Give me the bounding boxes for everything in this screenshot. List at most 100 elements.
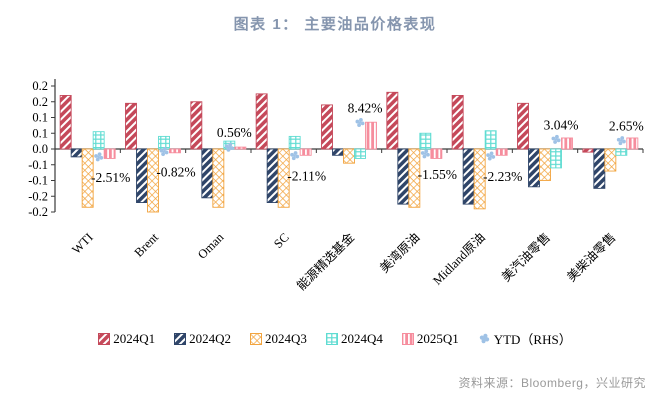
y-axis-tick-label: -0.1 [28,174,48,188]
x-axis-category-label: 能源精选基金 [293,229,357,293]
bar-2025Q1-美柴油零售 [626,137,639,150]
ytd-data-label: -1.55% [418,167,457,182]
legend-key-diag-stripe-icon [174,332,187,345]
bar-2024Q3-WTI [81,148,94,208]
x-axis-category-label: SC [271,230,292,251]
legend-key-vert-stripe-icon [401,332,414,345]
bar-2024Q1-WTI [59,94,72,150]
legend-item-2025Q1: 2025Q1 [401,330,459,347]
bar-2024Q2-Brent [136,148,148,203]
y-axis-tick-label: 0.2 [32,95,48,109]
bar-2024Q3-SC [277,148,290,208]
y-axis-tick-label: -0.2 [28,205,48,219]
bar-2024Q2-Oman [201,148,214,199]
legend-label: 2024Q2 [189,330,232,346]
bar-2025Q1-Brent [169,148,181,154]
bar-2024Q4-美湾原油 [419,132,432,150]
source-note: 资料来源：Bloomberg，兴业研究 [458,376,646,390]
bar-2024Q4-能源精选基金 [354,148,366,159]
legend-item-2024Q2: 2024Q2 [174,331,231,347]
y-axis-tick-label: -0.1 [28,158,48,172]
legend-key-lattice-icon [250,332,263,345]
ytd-data-label: 0.56% [217,125,252,140]
bar-2024Q3-美柴油零售 [604,148,617,172]
x-axis-category-label: 美柴油零售 [564,230,619,285]
bar-2024Q2-WTI [70,148,83,158]
ytd-marker [616,136,626,146]
bar-2024Q1-Midland原油 [451,94,464,150]
legend-label: 2024Q4 [340,330,383,346]
bar-2024Q1-Brent [125,102,137,150]
bar-2024Q4-WTI [92,131,105,150]
chart-title: 图表 1： 主要油品价格表现 [233,16,437,33]
legend-key-grid-icon [325,332,338,345]
bar-2024Q2-SC [266,148,279,203]
bar-2024Q3-美湾原油 [408,148,421,208]
ytd-marker [355,117,365,127]
bar-2024Q1-美柴油零售 [582,148,595,153]
y-axis-tick-label: 0.2 [32,79,48,93]
ytd-marker [551,134,561,144]
ytd-marker [420,149,430,159]
legend-item-2024Q3: 2024Q3 [250,331,307,347]
bar-2024Q1-能源精选基金 [321,104,333,150]
bar-2025Q1-Midland原油 [495,148,508,156]
bar-2024Q2-美湾原油 [397,148,410,205]
legend-label: 2025Q1 [416,330,459,346]
bar-2024Q3-Midland原油 [473,148,486,210]
legend-item-2024Q1: 2024Q1 [98,331,155,347]
bar-2024Q1-SC [255,93,268,150]
legend-key-diag-stripe-icon [98,332,111,345]
bar-2025Q1-SC [299,148,312,156]
x-axis-category-label: 美汽油零售 [498,230,553,285]
legend-label: YTD（RHS） [493,332,572,347]
bar-2025Q1-能源精选基金 [365,121,377,150]
bar-2024Q2-美汽油零售 [528,148,540,188]
legend-label: 2024Q3 [265,330,307,346]
bar-2024Q2-Midland原油 [462,148,475,205]
bar-2024Q1-Oman [190,101,203,150]
y-axis-tick-label: -0.2 [28,189,48,203]
ytd-data-label: 3.04% [544,117,579,132]
bar-2024Q3-能源精选基金 [343,148,355,164]
bar-2024Q3-Oman [212,148,225,208]
x-axis-category-label: Midland原油 [430,230,488,288]
ytd-marker [159,147,169,157]
bar-2024Q1-美汽油零售 [517,102,529,150]
ytd-marker [94,152,104,162]
x-axis-category-label: Oman [195,230,227,262]
bar-2024Q3-Brent [147,148,159,213]
bar-2024Q1-美湾原油 [386,91,399,150]
ytd-data-label: 2.65% [609,119,644,134]
bar-2024Q2-美柴油零售 [593,148,606,189]
bar-2024Q4-美柴油零售 [615,148,628,156]
y-axis-tick-label: 0.1 [32,126,48,140]
bar-2024Q2-能源精选基金 [332,148,344,156]
ytd-data-label: -2.11% [287,169,326,184]
bar-2025Q1-WTI [103,148,116,159]
ytd-data-label: -2.23% [483,169,522,184]
chart-legend: 2024Q1 2024Q2 2024Q3 2024Q4 2025Q1 YTD（RHS） [0,329,670,348]
bar-2024Q4-SC [288,135,301,150]
ytd-data-label: 8.42% [348,100,383,115]
y-axis-tick-label: 0.1 [32,111,48,125]
bar-2025Q1-美汽油零售 [561,137,573,150]
bar-2025Q1-美湾原油 [430,148,443,159]
y-axis-tick-label: 0.0 [32,142,48,156]
legend-item-2024Q4: 2024Q4 [325,330,383,347]
ytd-data-label: -2.51% [91,170,130,185]
bar-2024Q4-Midland原油 [484,130,497,150]
bar-2024Q4-美汽油零售 [550,148,562,169]
legend-label: 2024Q1 [113,330,156,346]
ytd-marker [486,151,496,161]
x-axis-category-label: Brent [132,230,162,260]
bar-2024Q4-Brent [158,135,170,150]
bar-2024Q3-美汽油零售 [539,148,551,181]
ytd-marker [290,151,300,161]
x-axis-category-label: WTI [69,230,96,257]
bar-2025Q1-Oman [234,146,247,150]
legend-item-ytd: YTD（RHS） [478,329,572,348]
ytd-marker [479,333,489,344]
ytd-data-label: -0.82% [156,165,195,180]
